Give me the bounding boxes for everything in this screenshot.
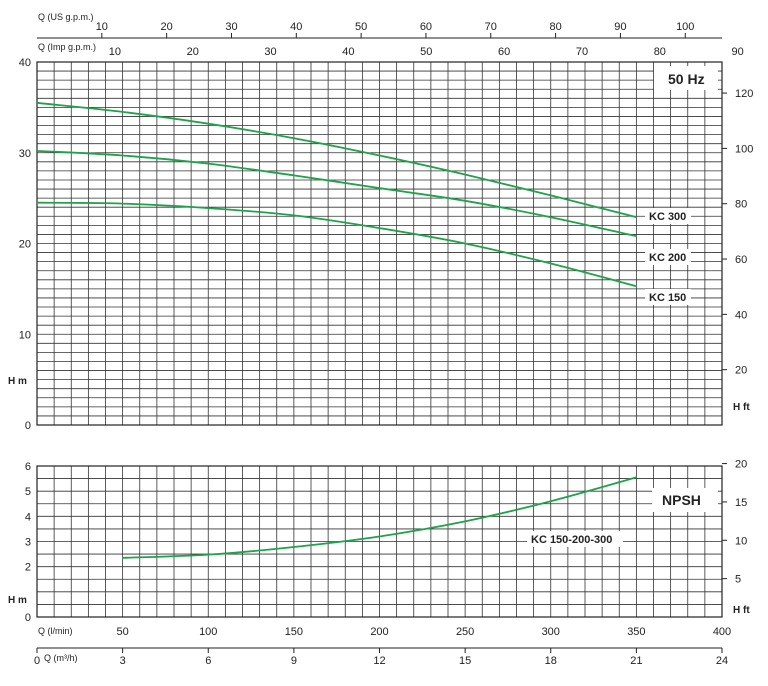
x-tick-label-lmin: 100 xyxy=(199,626,217,638)
y-axis-label-left-top: H m xyxy=(8,376,27,387)
curve-label-kc150: KC 150 xyxy=(649,292,686,304)
y-tick-label-left-top: 30 xyxy=(19,148,31,160)
top-us-tick-label: 20 xyxy=(161,21,173,33)
top-imp-tick-label: 70 xyxy=(576,46,588,58)
top-us-tick-label: 90 xyxy=(614,21,626,33)
y-tick-label-right-top: 120 xyxy=(735,88,753,100)
label-box-kc300 xyxy=(645,208,691,224)
x2-tick-label: 9 xyxy=(291,655,297,667)
x2-tick-label: 15 xyxy=(459,655,471,667)
x-tick-label-lmin: 200 xyxy=(370,626,388,638)
x-tick-label-lmin: 400 xyxy=(713,626,731,638)
y-tick-label-left-top: 10 xyxy=(19,329,31,341)
npsh-title-box xyxy=(652,488,718,512)
label-box-npsh xyxy=(527,531,623,547)
curve-npsh xyxy=(122,476,637,559)
label-box-kc200 xyxy=(645,249,691,265)
top-imp-tick-label: 30 xyxy=(264,46,276,58)
y-axis-label-right-bottom: H ft xyxy=(733,605,750,616)
top-us-tick-label: 70 xyxy=(485,21,497,33)
top-imp-tick-label: 20 xyxy=(187,46,199,58)
label-box-kc150 xyxy=(645,289,691,305)
x-axis-label-lmin: Q (l/min) xyxy=(38,626,73,636)
y-tick-label-left-bottom: 3 xyxy=(25,537,31,549)
top-imp-tick-label: 50 xyxy=(420,46,432,58)
curves-layer xyxy=(36,101,637,559)
y-tick-label-left-bottom: 4 xyxy=(25,511,31,523)
top-imp-tick-label: 90 xyxy=(732,46,744,58)
freq-title-box xyxy=(654,66,718,90)
x2-tick-label: 0 xyxy=(34,655,40,667)
top-us-tick-label: 50 xyxy=(355,21,367,33)
x-tick-label-lmin: 250 xyxy=(456,626,474,638)
curve-kc-300 xyxy=(36,101,637,219)
x2-tick-label: 6 xyxy=(205,655,211,667)
top-imp-tick-label: 40 xyxy=(342,46,354,58)
curve-kc-150 xyxy=(36,201,637,288)
top-us-tick-label: 60 xyxy=(420,21,432,33)
y-tick-label-right-bottom: 15 xyxy=(735,497,747,509)
performance-grid xyxy=(36,61,723,426)
top-us-tick-label: 80 xyxy=(549,21,561,33)
x2-tick-label: 24 xyxy=(716,655,728,667)
frequency-title: 50 Hz xyxy=(668,71,705,87)
y-tick-label-right-top: 100 xyxy=(735,143,753,155)
curve-label-kc200: KC 200 xyxy=(649,252,686,264)
npsh-grid xyxy=(36,465,723,618)
y-tick-label-right-top: 40 xyxy=(735,309,747,321)
top-imp-tick-label: 60 xyxy=(498,46,510,58)
x-axis-label-m3h: Q (m³/h) xyxy=(44,653,78,663)
top-imp-tick-label: 10 xyxy=(109,46,121,58)
y-tick-label-right-bottom: 10 xyxy=(735,535,747,547)
x2-tick-label: 12 xyxy=(373,655,385,667)
x-tick-label-lmin: 150 xyxy=(285,626,303,638)
curve-kc-200 xyxy=(36,150,637,238)
x2-tick-label: 3 xyxy=(120,655,126,667)
curve-label-kc300: KC 300 xyxy=(649,211,686,223)
y-axis-label-right-top: H ft xyxy=(733,402,750,413)
y-axis-label-left-bottom: H m xyxy=(8,595,27,606)
top-us-tick-label: 40 xyxy=(290,21,302,33)
y-tick-label-right-top: 20 xyxy=(735,365,747,377)
npsh-title: NPSH xyxy=(662,492,701,508)
y-tick-label-right-bottom: 5 xyxy=(735,574,741,586)
performance-frame xyxy=(36,61,723,426)
npsh-frame xyxy=(36,465,723,618)
y-tick-label-left-top: 20 xyxy=(19,239,31,251)
y-tick-label-left-bottom: 2 xyxy=(25,562,31,574)
x-tick-label-lmin: 350 xyxy=(627,626,645,638)
x-tick-label-lmin: 300 xyxy=(542,626,560,638)
curve-label-npsh: KC 150-200-300 xyxy=(531,534,612,546)
y-tick-label-right-top: 80 xyxy=(735,199,747,211)
top-axis-us-label: Q (US g.p.m.) xyxy=(38,12,94,22)
y-tick-label-left-bottom: 5 xyxy=(25,486,31,498)
top-imp-tick-label: 80 xyxy=(654,46,666,58)
x2-tick-label: 21 xyxy=(630,655,642,667)
y-tick-label-left-bottom: 6 xyxy=(25,461,31,473)
x-tick-label-lmin: 50 xyxy=(117,626,129,638)
y-tick-label-right-top: 60 xyxy=(735,254,747,266)
y-tick-label-right-bottom: 20 xyxy=(735,459,747,471)
y-tick-label-left-top: 40 xyxy=(19,57,31,69)
top-us-tick-label: 10 xyxy=(96,21,108,33)
top-axis-imp-label: Q (Imp g.p.m.) xyxy=(38,42,96,52)
top-us-tick-label: 30 xyxy=(225,21,237,33)
y-tick-label-left-top: 0 xyxy=(25,420,31,432)
x2-tick-label: 18 xyxy=(545,655,557,667)
y-tick-label-left-bottom: 0 xyxy=(25,612,31,624)
top-us-tick-label: 100 xyxy=(676,21,694,33)
